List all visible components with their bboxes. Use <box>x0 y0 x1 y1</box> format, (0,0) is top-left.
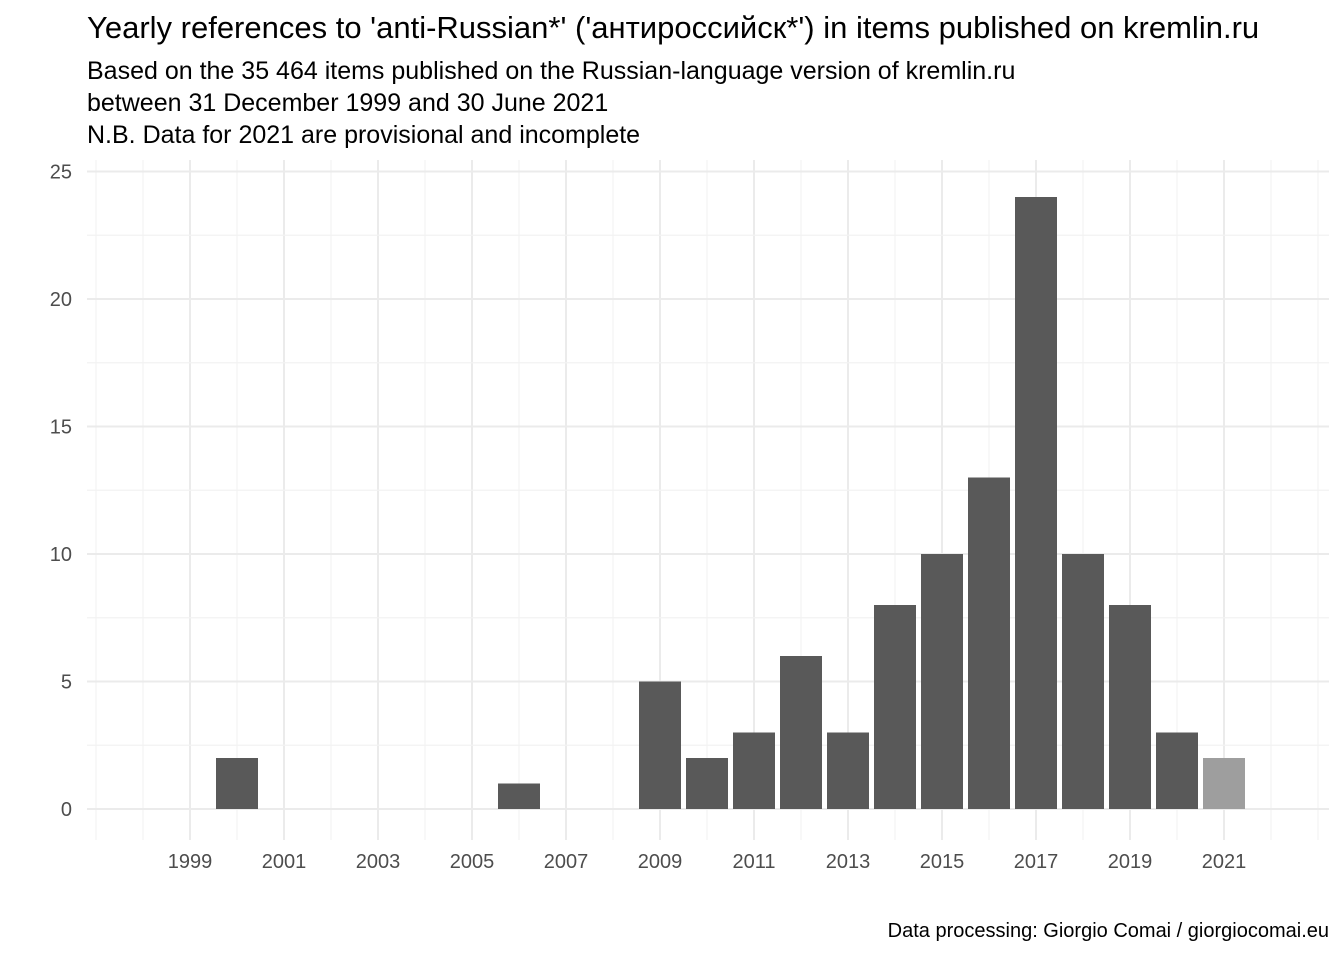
x-tick-label-2007: 2007 <box>544 851 589 873</box>
y-tick-label-20: 20 <box>50 289 72 311</box>
bar-2009 <box>639 681 681 809</box>
y-tick-label-0: 0 <box>61 799 72 821</box>
chart-subtitle-line-1: Based on the 35 464 items published on t… <box>87 57 1016 85</box>
x-tick-label-2005: 2005 <box>450 851 495 873</box>
x-tick-label-2019: 2019 <box>1108 851 1153 873</box>
chart-subtitle-line-3: N.B. Data for 2021 are provisional and i… <box>87 121 641 149</box>
y-axis-tick-labels: 0 5 10 15 20 25 <box>50 162 72 822</box>
x-tick-label-2013: 2013 <box>826 851 871 873</box>
x-tick-label-2015: 2015 <box>920 851 965 873</box>
bar-2020 <box>1156 732 1198 809</box>
y-tick-label-10: 10 <box>50 544 72 566</box>
x-tick-label-2001: 2001 <box>262 851 307 873</box>
bars <box>216 197 1245 809</box>
x-axis-tick-labels: 1999 2001 2003 2005 2007 2009 2011 2013 2015 2017… <box>168 851 1247 873</box>
bar-2017 <box>1015 197 1057 809</box>
bar-2018 <box>1062 554 1104 809</box>
chart-caption: Data processing: Giorgio Comai / giorgio… <box>887 920 1329 942</box>
bar-2012 <box>780 656 822 809</box>
y-tick-label-15: 15 <box>50 417 72 439</box>
x-tick-label-2009: 2009 <box>638 851 683 873</box>
bar-2000 <box>216 758 258 809</box>
bar-2016 <box>968 477 1010 809</box>
bar-2011 <box>733 732 775 809</box>
x-tick-label-2021: 2021 <box>1202 851 1247 873</box>
y-tick-label-5: 5 <box>61 672 72 694</box>
bar-2019 <box>1109 605 1151 809</box>
x-tick-label-2017: 2017 <box>1014 851 1059 873</box>
grid-lines <box>87 160 1329 840</box>
bar-2010 <box>686 758 728 809</box>
bar-2014 <box>874 605 916 809</box>
chart-subtitle-line-2: between 31 December 1999 and 30 June 202… <box>87 89 609 117</box>
bar-2021 <box>1203 758 1245 809</box>
y-tick-label-25: 25 <box>50 162 72 184</box>
bar-2006 <box>498 783 540 809</box>
bar-2015 <box>921 554 963 809</box>
chart-title: Yearly references to 'anti-Russian*' ('а… <box>87 10 1260 45</box>
bar-2013 <box>827 732 869 809</box>
x-tick-label-2003: 2003 <box>356 851 401 873</box>
x-tick-label-1999: 1999 <box>168 851 213 873</box>
x-tick-label-2011: 2011 <box>732 851 775 873</box>
